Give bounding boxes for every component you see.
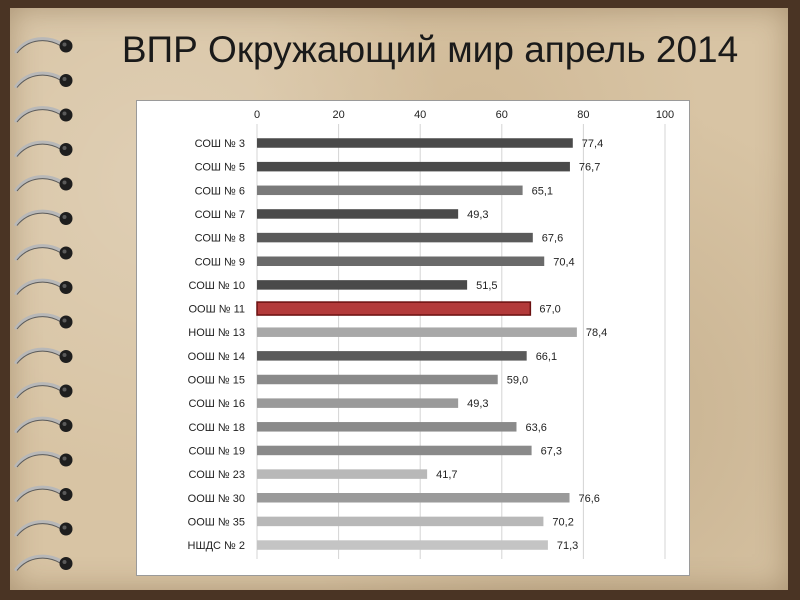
bar <box>257 469 428 479</box>
category-label: НШДС № 2 <box>188 540 245 552</box>
x-tick-label: 60 <box>496 109 508 121</box>
bar <box>257 138 573 148</box>
category-label: НОШ № 13 <box>188 327 245 339</box>
value-label: 70,2 <box>552 516 573 528</box>
value-label: 77,4 <box>582 138 603 150</box>
x-tick-label: 100 <box>656 109 674 121</box>
category-label: СОШ № 7 <box>195 209 245 221</box>
bar-chart: 0 20 40 60 80 100 СОШ № 3 77,4 СОШ № 5 76,7 СОШ № … <box>188 109 674 560</box>
value-label: 49,3 <box>467 209 488 221</box>
bar <box>257 398 459 408</box>
bar <box>257 540 548 550</box>
value-label: 67,0 <box>539 304 560 316</box>
value-label: 71,3 <box>557 540 578 552</box>
x-tick-label: 20 <box>332 109 344 121</box>
category-label: ООШ № 11 <box>188 304 245 316</box>
spiral-ring <box>14 209 73 227</box>
spiral-ring <box>14 313 73 330</box>
value-label: 78,4 <box>586 327 607 339</box>
bar <box>257 516 544 527</box>
category-label: СОШ № 3 <box>195 138 245 150</box>
spiral-ring <box>14 451 73 468</box>
category-label: ООШ № 15 <box>188 375 245 387</box>
value-label: 59,0 <box>507 375 528 387</box>
category-label: СОШ № 6 <box>195 185 245 197</box>
x-tick-label: 80 <box>577 109 589 121</box>
spiral-ring <box>14 175 73 192</box>
category-label: СОШ № 16 <box>189 398 246 410</box>
value-label: 66,1 <box>536 351 557 363</box>
bar <box>257 374 498 385</box>
value-label: 67,3 <box>541 445 562 457</box>
bar <box>257 256 545 266</box>
value-label: 67,6 <box>542 233 563 245</box>
spiral-binding <box>14 37 73 572</box>
spiral-ring <box>14 520 73 537</box>
spiral-ring <box>14 71 73 89</box>
value-label: 65,1 <box>532 185 553 197</box>
x-tick-label: 0 <box>254 109 260 121</box>
category-label: СОШ № 9 <box>195 256 245 268</box>
category-label: СОШ № 18 <box>189 422 246 434</box>
spiral-ring <box>14 485 73 503</box>
bar <box>257 327 577 337</box>
category-label: СОШ № 5 <box>195 162 245 174</box>
value-label: 76,7 <box>579 162 600 174</box>
category-label: СОШ № 10 <box>189 280 246 292</box>
spiral-ring <box>14 106 73 123</box>
bar <box>257 209 459 219</box>
bar <box>257 422 517 432</box>
spiral-ring <box>14 244 73 261</box>
category-label: СОШ № 23 <box>189 469 246 481</box>
spiral-ring <box>14 416 73 434</box>
category-label: ООШ № 30 <box>188 493 245 505</box>
bar <box>257 280 468 290</box>
value-label: 49,3 <box>467 398 488 410</box>
value-label: 63,6 <box>525 422 546 434</box>
spiral-ring <box>14 140 73 158</box>
x-tick-label: 40 <box>414 109 426 121</box>
value-label: 70,4 <box>553 256 574 268</box>
spiral-ring <box>14 278 73 296</box>
spiral-ring <box>14 37 73 54</box>
value-label: 76,6 <box>579 493 600 505</box>
spiral-ring <box>14 382 73 399</box>
category-label: СОШ № 19 <box>189 445 246 457</box>
value-label: 41,7 <box>436 469 457 481</box>
bar <box>257 185 523 196</box>
value-label: 51,5 <box>476 280 497 292</box>
bar <box>257 161 570 172</box>
spiral-ring <box>14 554 73 572</box>
category-label: ООШ № 35 <box>188 516 245 528</box>
chart-frame: 0 20 40 60 80 100 СОШ № 3 77,4 СОШ № 5 76,7 СОШ № … <box>136 100 690 576</box>
page-title: ВПР Окружающий мир апрель 2014 <box>121 29 739 70</box>
bar <box>257 232 533 243</box>
category-label: СОШ № 8 <box>195 233 245 245</box>
bar <box>256 301 532 316</box>
bar <box>257 493 570 503</box>
spiral-ring <box>14 347 73 365</box>
bar <box>257 351 527 361</box>
bar <box>257 445 532 456</box>
category-label: ООШ № 14 <box>188 351 245 363</box>
